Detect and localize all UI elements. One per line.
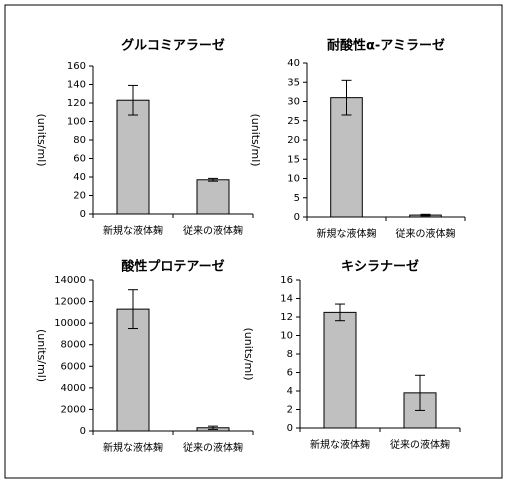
x-tick-label: 従来の液体麹 <box>396 227 456 240</box>
y-tick-label: 60 <box>73 154 86 165</box>
y-tick-label: 0 <box>80 426 86 437</box>
y-tick-label: 120 <box>67 98 86 109</box>
y-tick-label: 14 <box>280 294 293 305</box>
bar <box>323 311 357 429</box>
y-tick-label: 0 <box>80 209 86 220</box>
error-bar <box>208 425 218 430</box>
error-bar <box>208 177 218 182</box>
y-tick-label: 5 <box>294 193 300 204</box>
chart-title: グルコミアラーゼ <box>121 38 225 54</box>
y-tick-label: 12000 <box>54 297 86 308</box>
x-tick-label: 新規な液体麹 <box>317 227 377 240</box>
y-tick-label: 2000 <box>61 404 86 415</box>
y-tick-label: 8 <box>287 349 293 360</box>
x-tick-label: 新規な液体麹 <box>103 224 163 237</box>
y-tick-label: 35 <box>287 77 300 88</box>
y-tick-label: 10 <box>287 174 300 185</box>
y-tick-label: 160 <box>67 61 86 72</box>
bar <box>116 308 150 432</box>
bar <box>116 99 150 215</box>
y-tick-label: 0 <box>287 423 293 434</box>
y-tick-label: 12 <box>280 312 293 323</box>
bar <box>196 179 230 215</box>
x-tick-label: 従来の液体麹 <box>183 441 243 454</box>
y-axis-label: (units/ml) <box>35 329 48 382</box>
y-tick-label: 30 <box>287 97 300 108</box>
error-bar <box>128 289 138 330</box>
error-bar <box>420 213 431 217</box>
y-tick-label: 6 <box>287 368 293 379</box>
y-tick-label: 100 <box>67 117 86 128</box>
y-tick-label: 6000 <box>61 361 86 372</box>
y-axis-label: (units/ml) <box>242 327 255 380</box>
x-tick-label: 新規な液体麹 <box>103 441 163 454</box>
y-tick-label: 4000 <box>61 383 86 394</box>
y-tick-label: 20 <box>287 135 300 146</box>
y-axis-label: (units/ml) <box>249 113 262 166</box>
y-tick-label: 10 <box>280 331 293 342</box>
error-bar <box>415 374 425 411</box>
error-bar <box>341 79 352 116</box>
error-bar <box>128 84 138 116</box>
chart-title: キシラナーゼ <box>341 259 419 275</box>
x-tick-label: 従来の液体麹 <box>390 438 450 451</box>
y-tick-label: 20 <box>73 191 86 202</box>
y-tick-label: 15 <box>287 154 300 165</box>
y-tick-label: 8000 <box>61 340 86 351</box>
y-tick-label: 80 <box>73 135 86 146</box>
y-tick-label: 40 <box>287 58 300 69</box>
y-tick-label: 16 <box>280 275 293 286</box>
bar <box>330 97 363 218</box>
chart-title: 耐酸性α-アミラーゼ <box>327 38 445 54</box>
y-tick-label: 10000 <box>54 318 86 329</box>
chart-title: 酸性プロテアーゼ <box>121 259 224 275</box>
y-tick-label: 25 <box>287 116 300 127</box>
y-tick-label: 0 <box>294 212 300 223</box>
y-axis-label: (units/ml) <box>35 113 48 166</box>
error-bar <box>335 303 345 322</box>
y-tick-label: 2 <box>287 405 293 416</box>
y-tick-label: 40 <box>73 172 86 183</box>
y-tick-label: 4 <box>287 386 293 397</box>
y-tick-label: 14000 <box>54 275 86 286</box>
y-tick-label: 140 <box>67 80 86 91</box>
x-tick-label: 新規な液体麹 <box>310 438 370 451</box>
x-tick-label: 従来の液体麹 <box>183 224 243 237</box>
